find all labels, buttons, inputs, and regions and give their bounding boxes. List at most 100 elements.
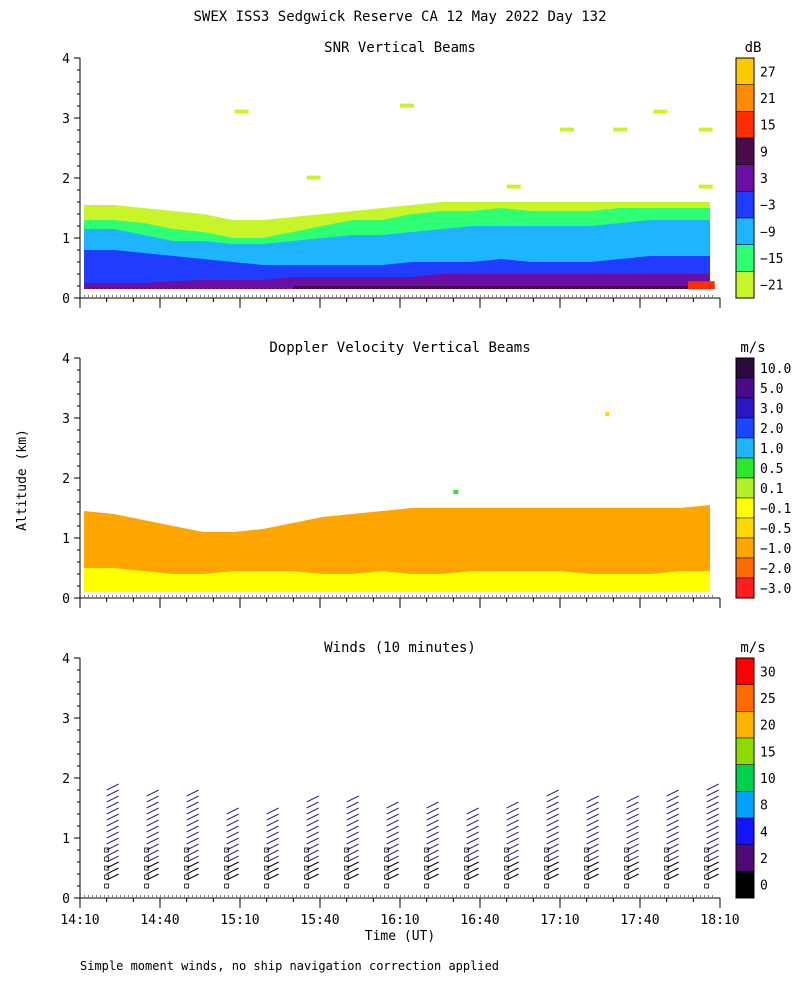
colorbar-swatch bbox=[735, 737, 755, 765]
wind-barb bbox=[106, 801, 119, 809]
wind-barb bbox=[346, 849, 359, 857]
wind-barb bbox=[106, 831, 119, 839]
wind-barb bbox=[186, 789, 199, 797]
wind-barb bbox=[586, 819, 599, 827]
wind-marker bbox=[224, 883, 230, 889]
wind-barb bbox=[506, 819, 519, 827]
panels-group: SNR Vertical Beams01234dB27211593−3−9−15… bbox=[60, 40, 791, 928]
wind-barb bbox=[306, 795, 319, 803]
wind-barb bbox=[506, 801, 519, 809]
y-tick-label: 2 bbox=[62, 172, 70, 187]
wind-marker bbox=[184, 874, 190, 880]
colorbar-label: 0.5 bbox=[760, 462, 783, 477]
wind-barb bbox=[506, 825, 519, 833]
wind-barb bbox=[226, 849, 239, 857]
wind-marker bbox=[224, 847, 230, 853]
wind-marker bbox=[264, 856, 270, 862]
wind-marker bbox=[704, 883, 710, 889]
wind-marker bbox=[584, 847, 590, 853]
wind-marker bbox=[144, 874, 150, 880]
x-tick-label: 15:10 bbox=[220, 913, 259, 928]
wind-barb bbox=[106, 837, 119, 845]
wind-barb bbox=[666, 867, 679, 875]
x-tick-label: 16:10 bbox=[380, 913, 419, 928]
wind-barb bbox=[186, 795, 199, 803]
heatmap-speck bbox=[560, 127, 574, 132]
wind-barb bbox=[666, 789, 679, 797]
wind-barb bbox=[586, 795, 599, 803]
wind-marker bbox=[424, 874, 430, 880]
colorbar-swatch bbox=[735, 537, 755, 559]
wind-barb bbox=[146, 807, 159, 815]
wind-barb bbox=[426, 849, 439, 857]
wind-marker bbox=[664, 865, 670, 871]
y-tick-label: 2 bbox=[62, 772, 70, 787]
wind-barb bbox=[706, 807, 719, 815]
wind-marker bbox=[624, 865, 630, 871]
wind-barb bbox=[266, 831, 279, 839]
wind-barb bbox=[546, 825, 559, 833]
wind-marker bbox=[584, 883, 590, 889]
colorbar-label: 15 bbox=[760, 119, 776, 134]
heatmap-layer bbox=[84, 505, 710, 592]
wind-marker bbox=[384, 874, 390, 880]
wind-barb bbox=[306, 849, 319, 857]
colorbar-swatch bbox=[735, 817, 755, 845]
colorbar-unit: m/s bbox=[740, 640, 765, 656]
colorbar-unit: dB bbox=[745, 40, 762, 56]
wind-marker bbox=[144, 856, 150, 862]
wind-barb bbox=[426, 813, 439, 821]
wind-barb bbox=[626, 831, 639, 839]
colorbar-label: 8 bbox=[760, 799, 768, 814]
wind-marker bbox=[104, 883, 110, 889]
wind-barb bbox=[266, 807, 279, 815]
wind-barb bbox=[706, 825, 719, 833]
wind-barb bbox=[666, 813, 679, 821]
heatmap-patch bbox=[293, 286, 715, 289]
wind-barb bbox=[426, 867, 439, 875]
wind-barb bbox=[386, 849, 399, 857]
colorbar-swatch bbox=[735, 417, 755, 439]
wind-marker bbox=[704, 865, 710, 871]
colorbar-swatch bbox=[735, 497, 755, 519]
wind-barb bbox=[546, 849, 559, 857]
x-axis-label: Time (UT) bbox=[365, 929, 435, 944]
wind-marker bbox=[144, 847, 150, 853]
wind-marker bbox=[504, 883, 510, 889]
colorbar-swatch bbox=[735, 577, 755, 599]
wind-barb bbox=[226, 807, 239, 815]
wind-barb bbox=[626, 837, 639, 845]
y-tick-label: 0 bbox=[62, 292, 70, 307]
colorbar-label: −0.1 bbox=[760, 502, 791, 517]
y-tick-label: 1 bbox=[62, 232, 70, 247]
wind-barb bbox=[346, 795, 359, 803]
colorbar-label: 25 bbox=[760, 692, 776, 707]
heatmap-speck bbox=[234, 109, 249, 114]
wind-barb bbox=[706, 837, 719, 845]
wind-marker bbox=[704, 856, 710, 862]
wind-barb bbox=[226, 825, 239, 833]
wind-marker bbox=[544, 856, 550, 862]
wind-barb bbox=[546, 801, 559, 809]
heatmap-speck bbox=[306, 175, 321, 180]
wind-barb bbox=[266, 825, 279, 833]
wind-marker bbox=[624, 847, 630, 853]
colorbar-label: −9 bbox=[760, 225, 776, 240]
wind-marker bbox=[104, 865, 110, 871]
x-tick-label: 14:40 bbox=[140, 913, 179, 928]
wind-marker bbox=[304, 883, 310, 889]
wind-marker bbox=[104, 847, 110, 853]
wind-marker bbox=[344, 883, 350, 889]
wind-marker bbox=[104, 874, 110, 880]
wind-barb bbox=[386, 807, 399, 815]
colorbar-swatch bbox=[735, 684, 755, 712]
wind-barb bbox=[266, 867, 279, 875]
footer-note: Simple moment winds, no ship navigation … bbox=[80, 959, 499, 973]
wind-barb bbox=[186, 801, 199, 809]
wind-marker bbox=[264, 847, 270, 853]
colorbar-swatch bbox=[735, 457, 755, 479]
heatmap-speck bbox=[613, 127, 628, 132]
wind-marker bbox=[144, 865, 150, 871]
wind-barb bbox=[306, 807, 319, 815]
